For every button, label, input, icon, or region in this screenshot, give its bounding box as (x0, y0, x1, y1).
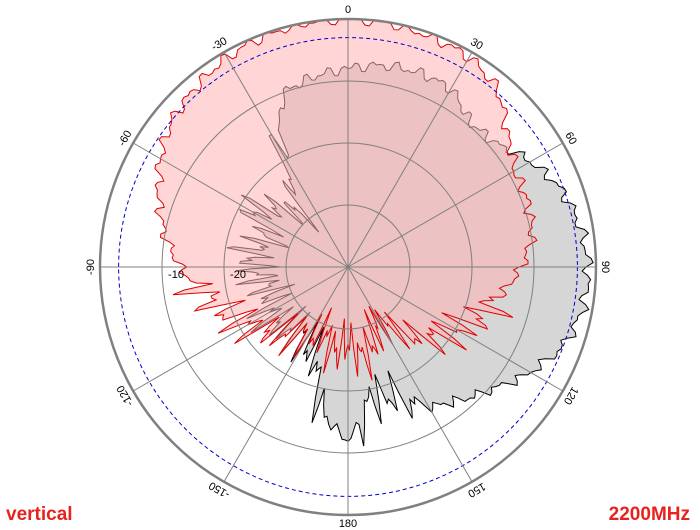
spoke-150 (347, 266, 473, 483)
angle-label-60: 60 (562, 130, 579, 147)
spoke--150 (223, 266, 349, 483)
spoke--120 (132, 266, 349, 392)
angle-label-90: 90 (599, 261, 611, 273)
radial-label--10: -10 (168, 269, 184, 281)
angle-label-180: 180 (339, 518, 357, 530)
polarization-label: vertical (6, 504, 73, 525)
spoke-60 (347, 142, 564, 268)
spoke--30 (223, 51, 349, 268)
spoke-120 (347, 266, 564, 392)
angle-label-30: 30 (468, 36, 485, 53)
angle-label--90: -90 (85, 259, 97, 275)
spoke-30 (347, 51, 473, 268)
angle-label--150: -150 (207, 479, 232, 500)
angle-label--120: -120 (115, 383, 136, 408)
series-red (153, 18, 538, 381)
frequency-label: 2200MHz (608, 504, 690, 525)
radial-label--20: -20 (230, 269, 246, 281)
angle-label-0: 0 (345, 4, 351, 16)
spoke--60 (132, 142, 349, 268)
